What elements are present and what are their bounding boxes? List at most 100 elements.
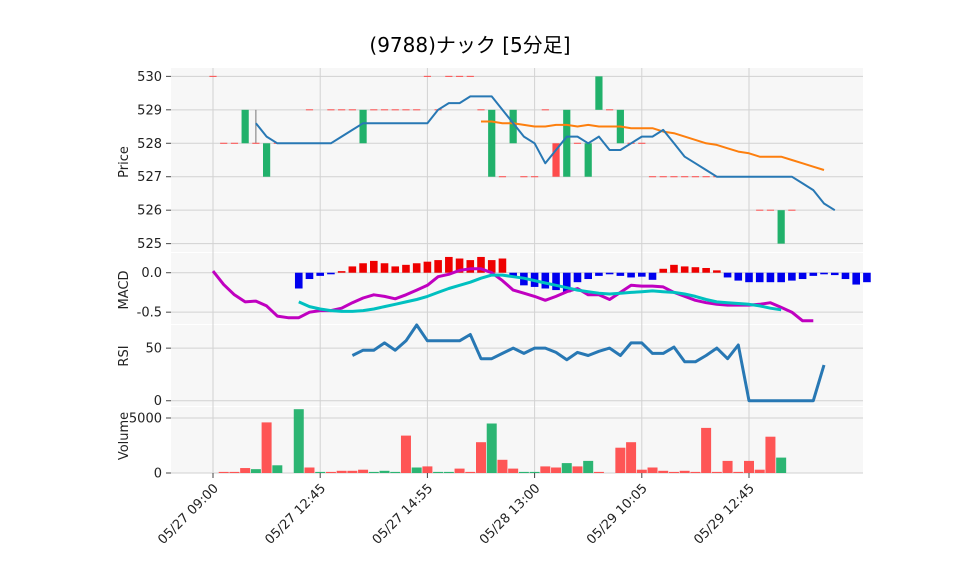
- macd-histogram-bar: [305, 272, 314, 280]
- chart-title: (9788)ナック [5分足]: [369, 33, 570, 57]
- y-tick-label: 0.0: [141, 266, 162, 281]
- volume-bar: [776, 457, 787, 473]
- candle-body: [241, 109, 249, 144]
- volume-bar: [476, 442, 486, 473]
- x-tick-label: 05/27 09:00: [155, 481, 222, 548]
- volume-bar: [261, 422, 272, 473]
- y-tick-label: 529: [137, 103, 162, 118]
- macd-histogram-bar: [391, 266, 400, 273]
- volume-bar: [336, 470, 347, 473]
- y-axis-label: MACD: [117, 271, 132, 310]
- y-axis-label: RSI: [117, 345, 132, 366]
- volume-bar: [218, 471, 229, 473]
- volume-bar: [497, 459, 508, 473]
- panel-volume: [171, 407, 863, 473]
- macd-histogram-bar: [648, 272, 657, 280]
- macd-histogram-bar: [788, 272, 796, 281]
- macd-histogram-bar: [541, 272, 550, 289]
- macd-histogram-bar: [809, 272, 818, 276]
- macd-histogram-bar: [702, 267, 710, 273]
- macd-histogram-bar: [745, 272, 753, 283]
- macd-histogram-bar: [766, 272, 775, 283]
- macd-histogram-bar: [573, 272, 582, 283]
- volume-bar: [658, 470, 669, 473]
- macd-histogram-bar: [445, 256, 453, 273]
- y-tick-label: -0.5: [137, 306, 162, 321]
- candle-body: [563, 109, 571, 177]
- macd-line: [211, 267, 814, 323]
- macd-histogram-bar: [477, 256, 485, 273]
- volume-bar: [379, 470, 390, 473]
- x-tick-label: 05/29 10:05: [584, 481, 651, 548]
- volume-bar: [668, 471, 679, 473]
- macd-histogram-bar: [316, 272, 324, 276]
- volume-bar: [733, 471, 744, 473]
- x-tick-label: 05/29 12:45: [691, 481, 758, 548]
- candle-body: [509, 109, 517, 144]
- macd-histogram-bar: [713, 270, 721, 273]
- macd-histogram-bar: [487, 260, 496, 273]
- x-tick-label: 05/27 14:55: [370, 481, 437, 548]
- ma-slow-line: [481, 120, 825, 171]
- volume-bar: [551, 467, 562, 473]
- macd-histogram-bar: [723, 272, 732, 278]
- volume-bar: [508, 468, 519, 473]
- volume-bar: [358, 469, 369, 473]
- macd-histogram-bar: [638, 272, 646, 277]
- macd-histogram-bar: [627, 272, 635, 278]
- volume-bar: [229, 471, 240, 473]
- volume-bar: [304, 467, 315, 473]
- y-tick-label: 50: [145, 342, 162, 357]
- macd-histogram-bar: [552, 272, 560, 291]
- y-tick-label: 525: [137, 237, 162, 252]
- volume-bar: [518, 471, 529, 473]
- macd-histogram-bar: [680, 266, 689, 273]
- macd-histogram-bar: [402, 264, 410, 273]
- volume-bar: [722, 460, 733, 473]
- volume-bar: [626, 442, 637, 473]
- macd-histogram-bar: [412, 263, 421, 273]
- volume-bar: [325, 471, 336, 473]
- macd-histogram-bar: [434, 260, 442, 273]
- volume-bar: [347, 470, 358, 473]
- macd-histogram-bar: [337, 271, 346, 273]
- volume-bar: [433, 471, 444, 473]
- volume-bar: [390, 471, 401, 473]
- macd-histogram-bar: [755, 272, 764, 283]
- macd-histogram-bar: [691, 267, 700, 273]
- macd-histogram-bar: [562, 272, 571, 293]
- macd-histogram-bar: [498, 258, 507, 273]
- macd-histogram-bar: [670, 264, 678, 273]
- volume-bar: [454, 468, 465, 473]
- y-tick-label: 5000: [129, 412, 162, 427]
- y-tick-label: 526: [137, 204, 162, 219]
- volume-bar: [529, 471, 540, 473]
- y-axis-label: Price: [117, 146, 132, 178]
- macd-histogram-bar: [852, 272, 860, 285]
- volume-bar: [647, 467, 658, 473]
- volume-bar: [293, 409, 304, 473]
- macd-histogram-bar: [777, 272, 785, 283]
- panel-rsi: [171, 325, 863, 406]
- y-tick-label: 527: [137, 170, 162, 185]
- candle-body: [552, 143, 560, 177]
- signal-line: [298, 273, 782, 313]
- volume-bar: [765, 436, 776, 473]
- volume-bar: [636, 469, 647, 473]
- y-tick-label: 530: [137, 70, 162, 85]
- candle-body: [584, 143, 592, 177]
- panel-price: [171, 68, 863, 252]
- rsi-line: [351, 323, 826, 403]
- macd-histogram-bar: [820, 272, 828, 275]
- macd-histogram-bar: [595, 272, 603, 276]
- volume-bar: [486, 423, 497, 473]
- volume-bar: [250, 469, 261, 473]
- volume-bar: [240, 468, 251, 473]
- volume-bar: [593, 471, 604, 473]
- volume-bar: [272, 465, 283, 473]
- volume-bar: [583, 460, 594, 473]
- macd-histogram-bar: [605, 272, 614, 275]
- macd-histogram-bar: [455, 258, 464, 273]
- macd-histogram-bar: [370, 260, 378, 273]
